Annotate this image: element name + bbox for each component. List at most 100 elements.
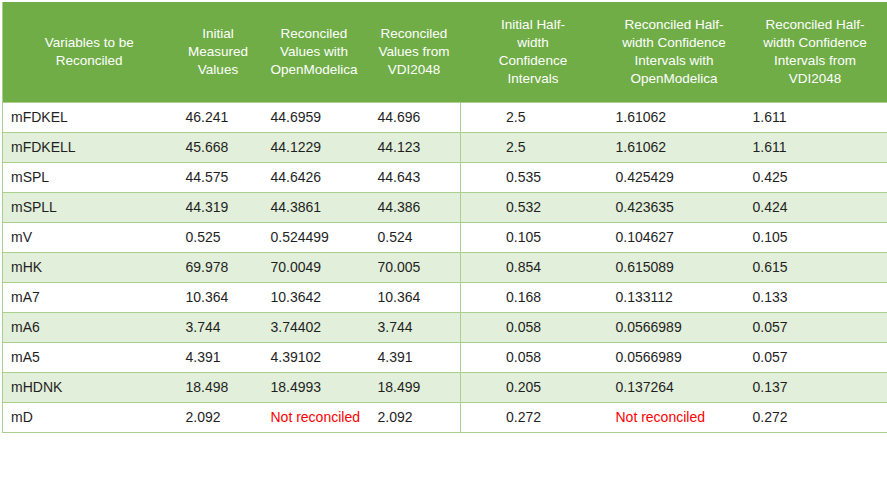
cell-vdi: 3.744 bbox=[368, 312, 461, 342]
table-row-mD: mD2.092Not reconciled2.0920.272Not recon… bbox=[3, 402, 887, 432]
cell-initial: 0.525 bbox=[176, 222, 261, 252]
cell-ci-vdi: 0.424 bbox=[743, 192, 887, 222]
cell-ci-vdi: 0.105 bbox=[743, 222, 887, 252]
cell-om: 0.524499 bbox=[261, 222, 368, 252]
cell-ci-om: 1.61062 bbox=[606, 132, 743, 162]
cell-initial: 44.319 bbox=[176, 192, 261, 222]
cell-ci-om: 0.423635 bbox=[606, 192, 743, 222]
cell-ci-om: 0.104627 bbox=[606, 222, 743, 252]
cell-ci-om: 0.615089 bbox=[606, 252, 743, 282]
column-header-vdi: Reconciled Values from VDI2048 bbox=[368, 2, 461, 102]
cell-initial: 45.668 bbox=[176, 132, 261, 162]
cell-vdi: 18.499 bbox=[368, 372, 461, 402]
cell-ci-initial: 0.205 bbox=[461, 372, 606, 402]
cell-ci-initial: 0.058 bbox=[461, 342, 606, 372]
cell-initial: 18.498 bbox=[176, 372, 261, 402]
cell-initial: 3.744 bbox=[176, 312, 261, 342]
cell-vdi: 4.391 bbox=[368, 342, 461, 372]
cell-om: 44.1229 bbox=[261, 132, 368, 162]
table-row-mA6: mA63.7443.744023.7440.0580.05669890.057 bbox=[3, 312, 887, 342]
cell-ci-vdi: 0.057 bbox=[743, 312, 887, 342]
cell-om: 44.6959 bbox=[261, 102, 368, 132]
cell-ci-initial: 0.272 bbox=[461, 402, 606, 432]
cell-ci-initial: 2.5 bbox=[461, 102, 606, 132]
row-label: mSPL bbox=[3, 162, 176, 192]
cell-ci-initial: 0.535 bbox=[461, 162, 606, 192]
cell-ci-om: 0.0566989 bbox=[606, 342, 743, 372]
cell-vdi: 10.364 bbox=[368, 282, 461, 312]
cell-vdi: 44.643 bbox=[368, 162, 461, 192]
cell-ci-initial: 0.854 bbox=[461, 252, 606, 282]
cell-om: 44.6426 bbox=[261, 162, 368, 192]
column-header-ci-initial: Initial Half- width Confidence Intervals bbox=[461, 2, 606, 102]
reconciliation-results-table: Variables to be ReconciledInitial Measur… bbox=[2, 2, 887, 433]
cell-initial: 10.364 bbox=[176, 282, 261, 312]
table-row-mHK: mHK69.97870.004970.0050.8540.6150890.615 bbox=[3, 252, 887, 282]
cell-om: 44.3861 bbox=[261, 192, 368, 222]
cell-ci-vdi: 0.133 bbox=[743, 282, 887, 312]
row-label: mHK bbox=[3, 252, 176, 282]
row-label: mSPLL bbox=[3, 192, 176, 222]
row-label: mFDKEL bbox=[3, 102, 176, 132]
cell-om: 3.74402 bbox=[261, 312, 368, 342]
cell-vdi: 70.005 bbox=[368, 252, 461, 282]
column-header-om: Reconciled Values with OpenModelica bbox=[261, 2, 368, 102]
cell-om: 70.0049 bbox=[261, 252, 368, 282]
column-header-ci-vdi: Reconciled Half- width Confidence Interv… bbox=[743, 2, 887, 102]
cell-ci-vdi: 0.137 bbox=[743, 372, 887, 402]
row-label: mA5 bbox=[3, 342, 176, 372]
column-header-ci-om: Reconciled Half- width Confidence Interv… bbox=[606, 2, 743, 102]
cell-initial: 69.978 bbox=[176, 252, 261, 282]
column-header-initial: Initial Measured Values bbox=[176, 2, 261, 102]
cell-ci-om: 0.425429 bbox=[606, 162, 743, 192]
cell-initial: 44.575 bbox=[176, 162, 261, 192]
table-row-mA5: mA54.3914.391024.3910.0580.05669890.057 bbox=[3, 342, 887, 372]
cell-om: 4.39102 bbox=[261, 342, 368, 372]
cell-ci-initial: 0.168 bbox=[461, 282, 606, 312]
cell-om: 10.3642 bbox=[261, 282, 368, 312]
table-header: Variables to be ReconciledInitial Measur… bbox=[3, 2, 887, 102]
cell-om: Not reconciled bbox=[261, 402, 368, 432]
cell-ci-vdi: 1.611 bbox=[743, 132, 887, 162]
table-row-mSPLL: mSPLL44.31944.386144.3860.5320.4236350.4… bbox=[3, 192, 887, 222]
row-label: mFDKELL bbox=[3, 132, 176, 162]
cell-ci-om: Not reconciled bbox=[606, 402, 743, 432]
header-row: Variables to be ReconciledInitial Measur… bbox=[3, 2, 887, 102]
cell-om: 18.4993 bbox=[261, 372, 368, 402]
cell-ci-initial: 0.058 bbox=[461, 312, 606, 342]
cell-ci-vdi: 1.611 bbox=[743, 102, 887, 132]
cell-initial: 4.391 bbox=[176, 342, 261, 372]
table-body: mFDKEL46.24144.695944.6962.51.610621.611… bbox=[3, 102, 887, 432]
cell-initial: 2.092 bbox=[176, 402, 261, 432]
cell-vdi: 44.386 bbox=[368, 192, 461, 222]
row-label: mV bbox=[3, 222, 176, 252]
column-header-variable: Variables to be Reconciled bbox=[3, 2, 176, 102]
row-label: mA6 bbox=[3, 312, 176, 342]
cell-vdi: 44.696 bbox=[368, 102, 461, 132]
table-row-mHDNK: mHDNK18.49818.499318.4990.2050.1372640.1… bbox=[3, 372, 887, 402]
table-row-mFDKELL: mFDKELL45.66844.122944.1232.51.610621.61… bbox=[3, 132, 887, 162]
cell-ci-om: 0.137264 bbox=[606, 372, 743, 402]
cell-vdi: 2.092 bbox=[368, 402, 461, 432]
cell-ci-vdi: 0.057 bbox=[743, 342, 887, 372]
cell-ci-initial: 2.5 bbox=[461, 132, 606, 162]
table-row-mSPL: mSPL44.57544.642644.6430.5350.4254290.42… bbox=[3, 162, 887, 192]
cell-ci-initial: 0.105 bbox=[461, 222, 606, 252]
cell-ci-om: 0.133112 bbox=[606, 282, 743, 312]
table-row-mFDKEL: mFDKEL46.24144.695944.6962.51.610621.611 bbox=[3, 102, 887, 132]
cell-vdi: 44.123 bbox=[368, 132, 461, 162]
cell-ci-om: 1.61062 bbox=[606, 102, 743, 132]
row-label: mD bbox=[3, 402, 176, 432]
cell-vdi: 0.524 bbox=[368, 222, 461, 252]
cell-initial: 46.241 bbox=[176, 102, 261, 132]
table-row-mA7: mA710.36410.364210.3640.1680.1331120.133 bbox=[3, 282, 887, 312]
cell-ci-vdi: 0.615 bbox=[743, 252, 887, 282]
table-row-mV: mV0.5250.5244990.5240.1050.1046270.105 bbox=[3, 222, 887, 252]
row-label: mHDNK bbox=[3, 372, 176, 402]
page: Variables to be ReconciledInitial Measur… bbox=[0, 0, 887, 487]
cell-ci-vdi: 0.425 bbox=[743, 162, 887, 192]
cell-ci-om: 0.0566989 bbox=[606, 312, 743, 342]
cell-ci-initial: 0.532 bbox=[461, 192, 606, 222]
cell-ci-vdi: 0.272 bbox=[743, 402, 887, 432]
row-label: mA7 bbox=[3, 282, 176, 312]
